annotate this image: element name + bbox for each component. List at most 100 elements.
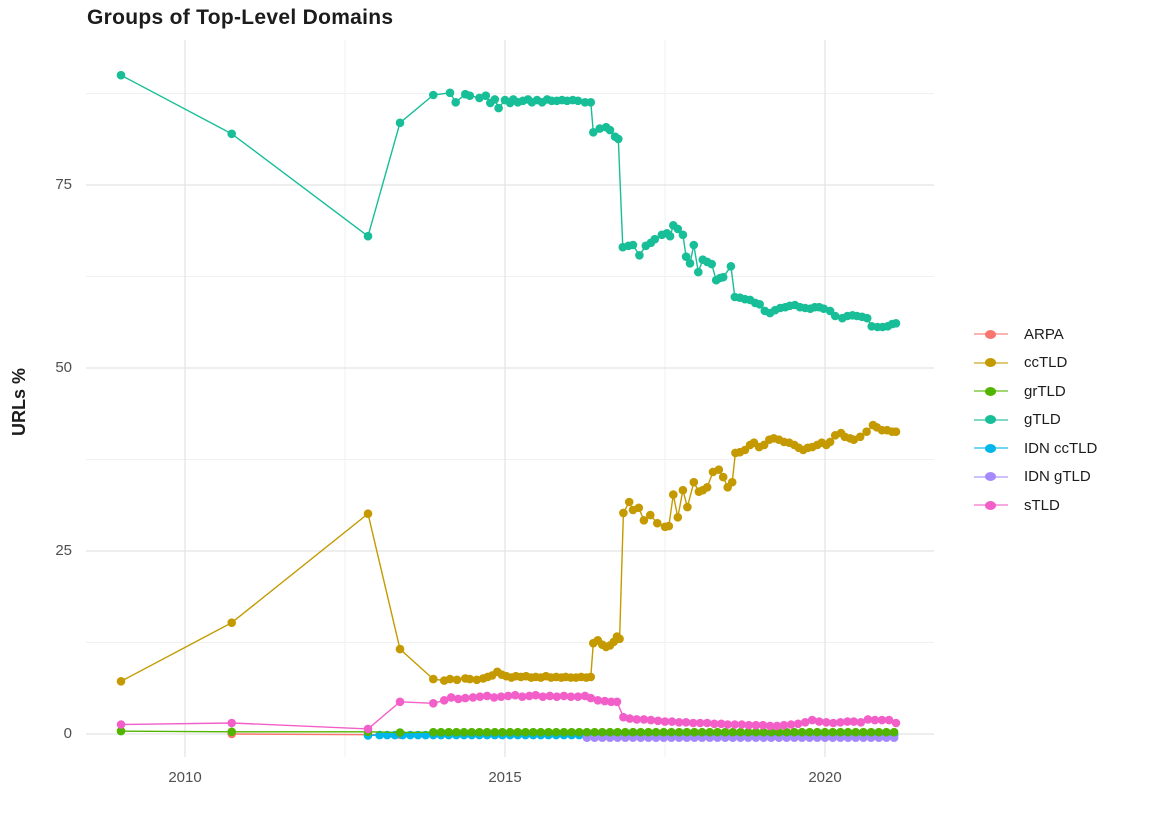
data-point-gTLD [494, 103, 503, 113]
data-point-sTLD [688, 718, 698, 728]
series-points-grTLD [116, 726, 899, 737]
data-point-sTLD [538, 692, 548, 701]
data-point-sTLD [751, 720, 761, 730]
data-point-sTLD [639, 715, 649, 724]
data-point-sTLD [586, 693, 596, 703]
data-point-grTLD [436, 727, 446, 737]
data-point-grTLD [659, 727, 668, 737]
data-point-sTLD [667, 717, 677, 726]
data-point-sTLD [632, 715, 642, 724]
legend-key-icon [974, 328, 1008, 341]
data-point-grTLD [782, 727, 791, 737]
data-point-grTLD [490, 727, 500, 737]
legend-key-icon [974, 385, 1008, 398]
data-point-gTLD [445, 88, 455, 98]
data-point-grTLD [528, 727, 538, 737]
data-point-sTLD [793, 719, 803, 729]
data-point-grTLD [813, 727, 822, 737]
data-point-gTLD [673, 224, 683, 234]
x-tick-label: 2015 [488, 769, 522, 786]
legend-key-icon [974, 413, 1008, 426]
data-point-grTLD [697, 727, 707, 737]
legend-item-sTLD: sTLD [974, 491, 1097, 520]
data-point-gTLD [595, 124, 604, 133]
data-point-sTLD [475, 692, 485, 701]
data-point-grTLD [882, 727, 891, 737]
legend-item-ARPA: ARPA [974, 320, 1097, 349]
data-point-grTLD [395, 728, 405, 737]
data-point-sTLD [863, 715, 873, 724]
data-point-grTLD [797, 727, 807, 737]
data-point-grTLD [866, 727, 876, 737]
data-point-grTLD [613, 727, 622, 737]
data-point-sTLD [779, 720, 789, 730]
data-point-grTLD [851, 727, 860, 737]
data-point-grTLD [467, 727, 477, 737]
data-point-sTLD [744, 720, 754, 730]
data-point-grTLD [567, 727, 576, 737]
data-point-ccTLD [689, 477, 699, 487]
data-point-sTLD [429, 699, 438, 708]
data-point-grTLD [667, 727, 676, 737]
data-point-grTLD [651, 727, 661, 737]
data-point-sTLD [612, 697, 622, 707]
data-point-grTLD [521, 727, 530, 737]
data-point-sTLD [503, 691, 513, 701]
data-point-sTLD [363, 724, 373, 734]
data-point-sTLD [653, 716, 663, 726]
data-point-gTLD [451, 98, 461, 107]
data-point-sTLD [446, 693, 456, 702]
data-point-grTLD [859, 727, 868, 737]
data-point-sTLD [807, 715, 817, 725]
data-point-grTLD [751, 727, 761, 737]
data-point-sTLD [710, 719, 719, 729]
legend-item-gTLD: gTLD [974, 406, 1097, 435]
data-point-gTLD [481, 91, 491, 100]
data-point-sTLD [116, 720, 126, 729]
data-point-ccTLD [619, 508, 628, 518]
data-point-gTLD [605, 125, 615, 135]
data-point-sTLD [765, 721, 775, 731]
data-point-ccTLD [891, 427, 901, 437]
data-point-sTLD [566, 692, 576, 701]
legend-key-icon [974, 442, 1008, 455]
data-point-ccTLD [586, 672, 596, 682]
data-point-sTLD [843, 717, 852, 726]
data-point-sTLD [227, 718, 236, 728]
data-point-grTLD [743, 727, 753, 737]
data-point-grTLD [582, 727, 592, 737]
data-point-ccTLD [363, 509, 373, 518]
data-point-gTLD [862, 313, 872, 323]
data-point-sTLD [730, 720, 740, 729]
data-point-sTLD [660, 717, 670, 726]
data-point-ccTLD [702, 483, 712, 492]
data-point-grTLD [598, 727, 607, 737]
data-point-sTLD [525, 691, 534, 701]
data-point-sTLD [593, 696, 603, 705]
data-point-sTLD [870, 715, 880, 725]
data-point-sTLD [395, 697, 405, 707]
data-point-sTLD [545, 691, 555, 701]
data-point-grTLD [713, 727, 722, 737]
data-point-ccTLD [673, 513, 683, 522]
data-point-gTLD [586, 98, 596, 107]
data-point-sTLD [625, 714, 635, 723]
data-point-sTLD [822, 718, 831, 727]
data-point-sTLD [619, 712, 628, 722]
data-point-ccTLD [227, 618, 236, 627]
legend-label: grTLD [1024, 382, 1066, 400]
legend-dot [985, 329, 996, 339]
data-point-sTLD [849, 717, 859, 726]
legend-label: ccTLD [1024, 354, 1068, 372]
data-point-ccTLD [615, 634, 624, 644]
data-point-gTLD [726, 262, 736, 271]
data-point-grTLD [690, 727, 699, 737]
data-point-ccTLD [445, 674, 455, 684]
series-line-gTLD [120, 74, 897, 328]
data-point-sTLD [836, 718, 845, 727]
data-point-sTLD [829, 718, 838, 728]
data-point-sTLD [681, 718, 691, 727]
data-point-ccTLD [452, 675, 462, 685]
data-point-gTLD [678, 230, 688, 240]
